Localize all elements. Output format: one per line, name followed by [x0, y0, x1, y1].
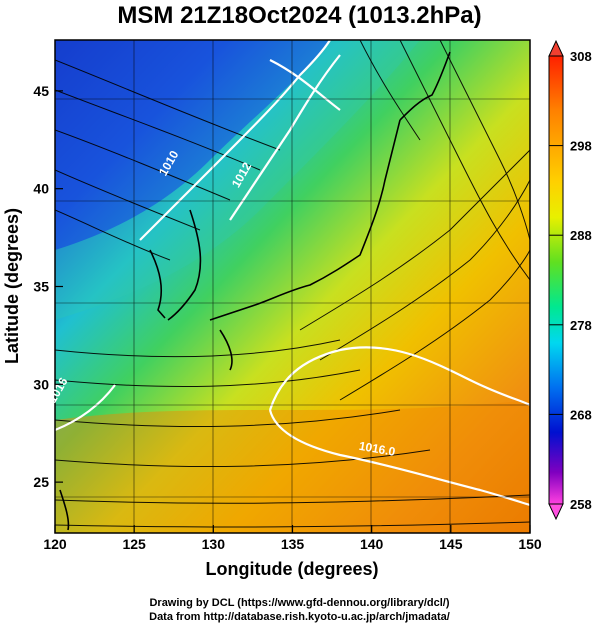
x-tick-label: 125 [122, 536, 146, 552]
colorbar-tick-label: 298 [570, 139, 592, 154]
colorbar-tick-label: 308 [570, 49, 592, 64]
y-tick-label: 35 [33, 279, 49, 295]
x-tick-label: 120 [43, 536, 67, 552]
x-axis-label: Longitude (degrees) [205, 559, 378, 579]
colorbar: 308 298 288 278 268 258 [548, 39, 592, 521]
x-axis-ticks: 120 125 130 135 140 145 150 [43, 525, 542, 552]
credit-data: Data from http://database.rish.kyoto-u.a… [149, 611, 450, 623]
credits: Drawing by DCL (https://www.gfd-dennou.o… [0, 596, 599, 624]
x-tick-label: 145 [439, 536, 463, 552]
map-title: MSM 21Z18Oct2024 (1013.2hPa) [117, 2, 482, 29]
y-tick-label: 40 [33, 181, 49, 197]
x-tick-label: 130 [202, 536, 226, 552]
streamlines [55, 40, 530, 528]
isobars [55, 40, 530, 507]
credit-drawing: Drawing by DCL (https://www.gfd-dennou.o… [149, 597, 450, 609]
coastlines [59, 51, 451, 531]
y-tick-label: 45 [33, 83, 49, 99]
y-tick-label: 30 [33, 376, 49, 392]
x-tick-label: 135 [281, 536, 305, 552]
x-tick-label: 140 [360, 536, 384, 552]
y-axis-ticks: 25 30 35 40 45 [33, 83, 63, 490]
y-tick-label: 25 [33, 474, 49, 490]
colorbar-tick-label: 278 [570, 318, 592, 333]
x-tick-label: 150 [518, 536, 542, 552]
y-axis-label: Latitude (degrees) [2, 208, 22, 364]
temperature-field [55, 40, 530, 533]
lat-lon-grid [55, 40, 530, 533]
colorbar-tick-label: 258 [570, 497, 592, 512]
colorbar-tick-label: 288 [570, 228, 592, 243]
colorbar-tick-label: 268 [570, 407, 592, 422]
isobar-label: 1016.0 [358, 439, 397, 459]
